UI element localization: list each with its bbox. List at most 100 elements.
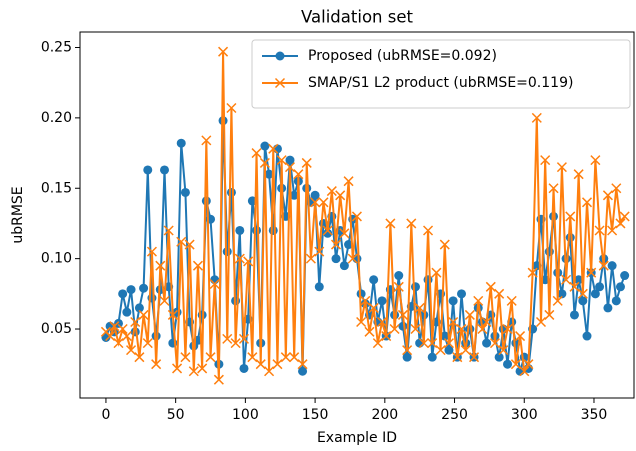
marker (272, 359, 283, 370)
marker (427, 352, 437, 362)
marker (456, 323, 467, 335)
marker (222, 247, 232, 257)
marker (289, 190, 299, 200)
marker (226, 102, 237, 114)
marker (251, 148, 262, 159)
marker (339, 228, 350, 239)
marker (443, 338, 454, 349)
marker (163, 225, 174, 236)
marker (235, 225, 245, 235)
marker (598, 260, 609, 271)
marker (285, 155, 295, 165)
legend-marker (274, 77, 286, 89)
marker (435, 345, 446, 356)
marker (184, 239, 195, 250)
marker (109, 321, 120, 332)
marker (209, 278, 220, 290)
plot-area (100, 46, 630, 385)
marker (310, 197, 321, 208)
marker (230, 338, 241, 349)
marker (326, 186, 337, 197)
marker (314, 282, 324, 292)
marker (372, 338, 383, 349)
marker (284, 162, 296, 173)
marker (502, 323, 513, 335)
marker (113, 318, 123, 328)
marker (423, 225, 434, 236)
marker (331, 254, 341, 264)
marker (335, 190, 346, 201)
marker (343, 176, 354, 187)
marker (385, 218, 396, 229)
marker (603, 303, 613, 313)
marker (498, 345, 509, 356)
marker (347, 253, 358, 264)
marker (565, 233, 575, 243)
marker (527, 267, 538, 278)
marker (205, 352, 216, 363)
marker (620, 271, 630, 281)
marker (427, 338, 438, 349)
marker (159, 295, 170, 306)
marker (440, 331, 450, 341)
marker (264, 169, 274, 179)
marker (377, 296, 387, 306)
marker (301, 157, 312, 168)
marker (180, 352, 191, 363)
marker (569, 281, 580, 292)
marker (477, 323, 488, 335)
marker (573, 169, 584, 180)
marker (448, 296, 458, 306)
marker (255, 359, 266, 370)
marker (444, 345, 454, 355)
marker (489, 338, 501, 349)
marker (364, 326, 375, 337)
marker (218, 46, 229, 57)
marker (439, 239, 450, 250)
marker (469, 352, 480, 363)
x-tick-label: 100 (232, 407, 259, 423)
marker (322, 225, 333, 236)
marker (197, 363, 208, 374)
marker (552, 295, 563, 306)
marker (485, 281, 496, 292)
marker (615, 282, 625, 292)
marker (393, 281, 404, 292)
marker (515, 331, 526, 342)
marker (126, 285, 136, 295)
marker (139, 283, 149, 293)
marker (418, 338, 429, 349)
marker (213, 374, 224, 385)
marker (146, 246, 157, 257)
marker (602, 190, 613, 201)
y-tick-label: 0.25 (41, 39, 72, 55)
axes-frame (79, 31, 635, 399)
marker (268, 143, 279, 154)
marker (330, 239, 342, 250)
marker (394, 271, 404, 281)
marker (574, 275, 584, 285)
marker (569, 310, 579, 320)
marker (607, 225, 618, 236)
marker (510, 359, 521, 370)
marker (293, 169, 304, 180)
marker (473, 295, 484, 306)
marker (423, 275, 433, 285)
marker (561, 274, 572, 285)
marker (595, 282, 605, 292)
marker (431, 267, 442, 278)
y-tick-label: 0.10 (41, 251, 72, 267)
marker (264, 366, 275, 377)
x-tick-label: 50 (167, 407, 185, 423)
marker (544, 309, 555, 320)
marker (531, 112, 542, 123)
marker (234, 253, 245, 264)
marker (406, 218, 417, 229)
marker (126, 345, 137, 356)
marker (586, 267, 597, 278)
marker (548, 183, 559, 194)
marker (590, 289, 600, 299)
x-axis-label: Example ID (317, 430, 397, 446)
marker (222, 333, 233, 344)
